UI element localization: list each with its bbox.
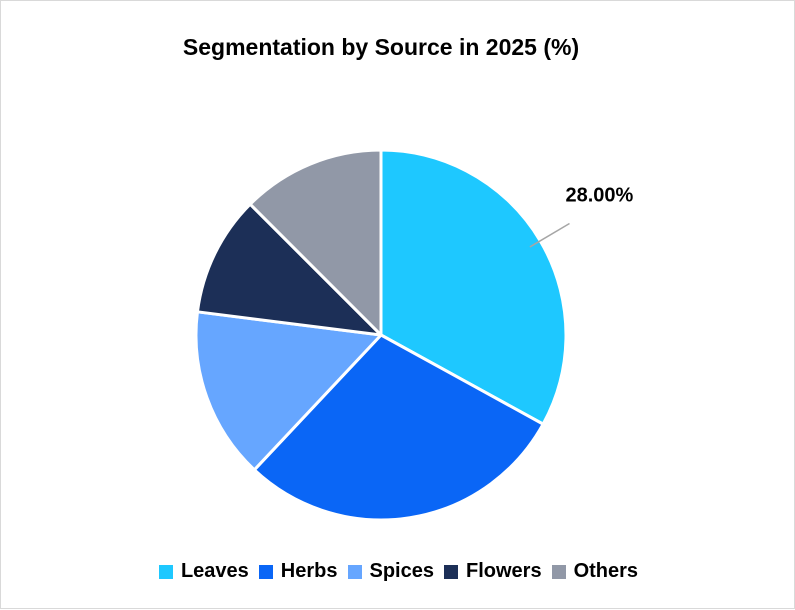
legend-label: Others bbox=[573, 560, 639, 582]
pie-slice-flowers bbox=[195, 202, 383, 337]
legend-item-spices: Spices bbox=[347, 560, 434, 583]
legend-item-flowers: Flowers bbox=[443, 560, 542, 583]
chart-title: Segmentation by Source in 2025 (%) bbox=[182, 34, 580, 60]
legend-label: Flowers bbox=[465, 560, 542, 582]
data-label-leaves: 28.00% bbox=[566, 185, 634, 207]
legend-label: Spices bbox=[369, 560, 434, 582]
legend-swatch bbox=[258, 564, 273, 579]
data-label-leader-line bbox=[529, 222, 570, 248]
pie-slice-spices bbox=[194, 310, 383, 472]
legend-label: Herbs bbox=[280, 560, 338, 582]
pie-slice-others bbox=[248, 148, 383, 337]
legend-item-leaves: Leaves bbox=[158, 560, 249, 583]
legend-swatch bbox=[347, 564, 362, 579]
pie-slice-herbs bbox=[252, 333, 545, 522]
legend-swatch bbox=[158, 564, 173, 579]
chart-legend: Leaves Herbs Spices Flowers Others bbox=[1, 560, 795, 583]
legend-swatch bbox=[443, 564, 458, 579]
pie-labels: 28.00% bbox=[529, 185, 634, 248]
legend-swatch bbox=[551, 564, 566, 579]
pie-slices bbox=[194, 148, 568, 522]
legend-label: Leaves bbox=[180, 560, 249, 582]
legend-item-herbs: Herbs bbox=[258, 560, 338, 583]
legend-item-others: Others bbox=[551, 560, 639, 583]
